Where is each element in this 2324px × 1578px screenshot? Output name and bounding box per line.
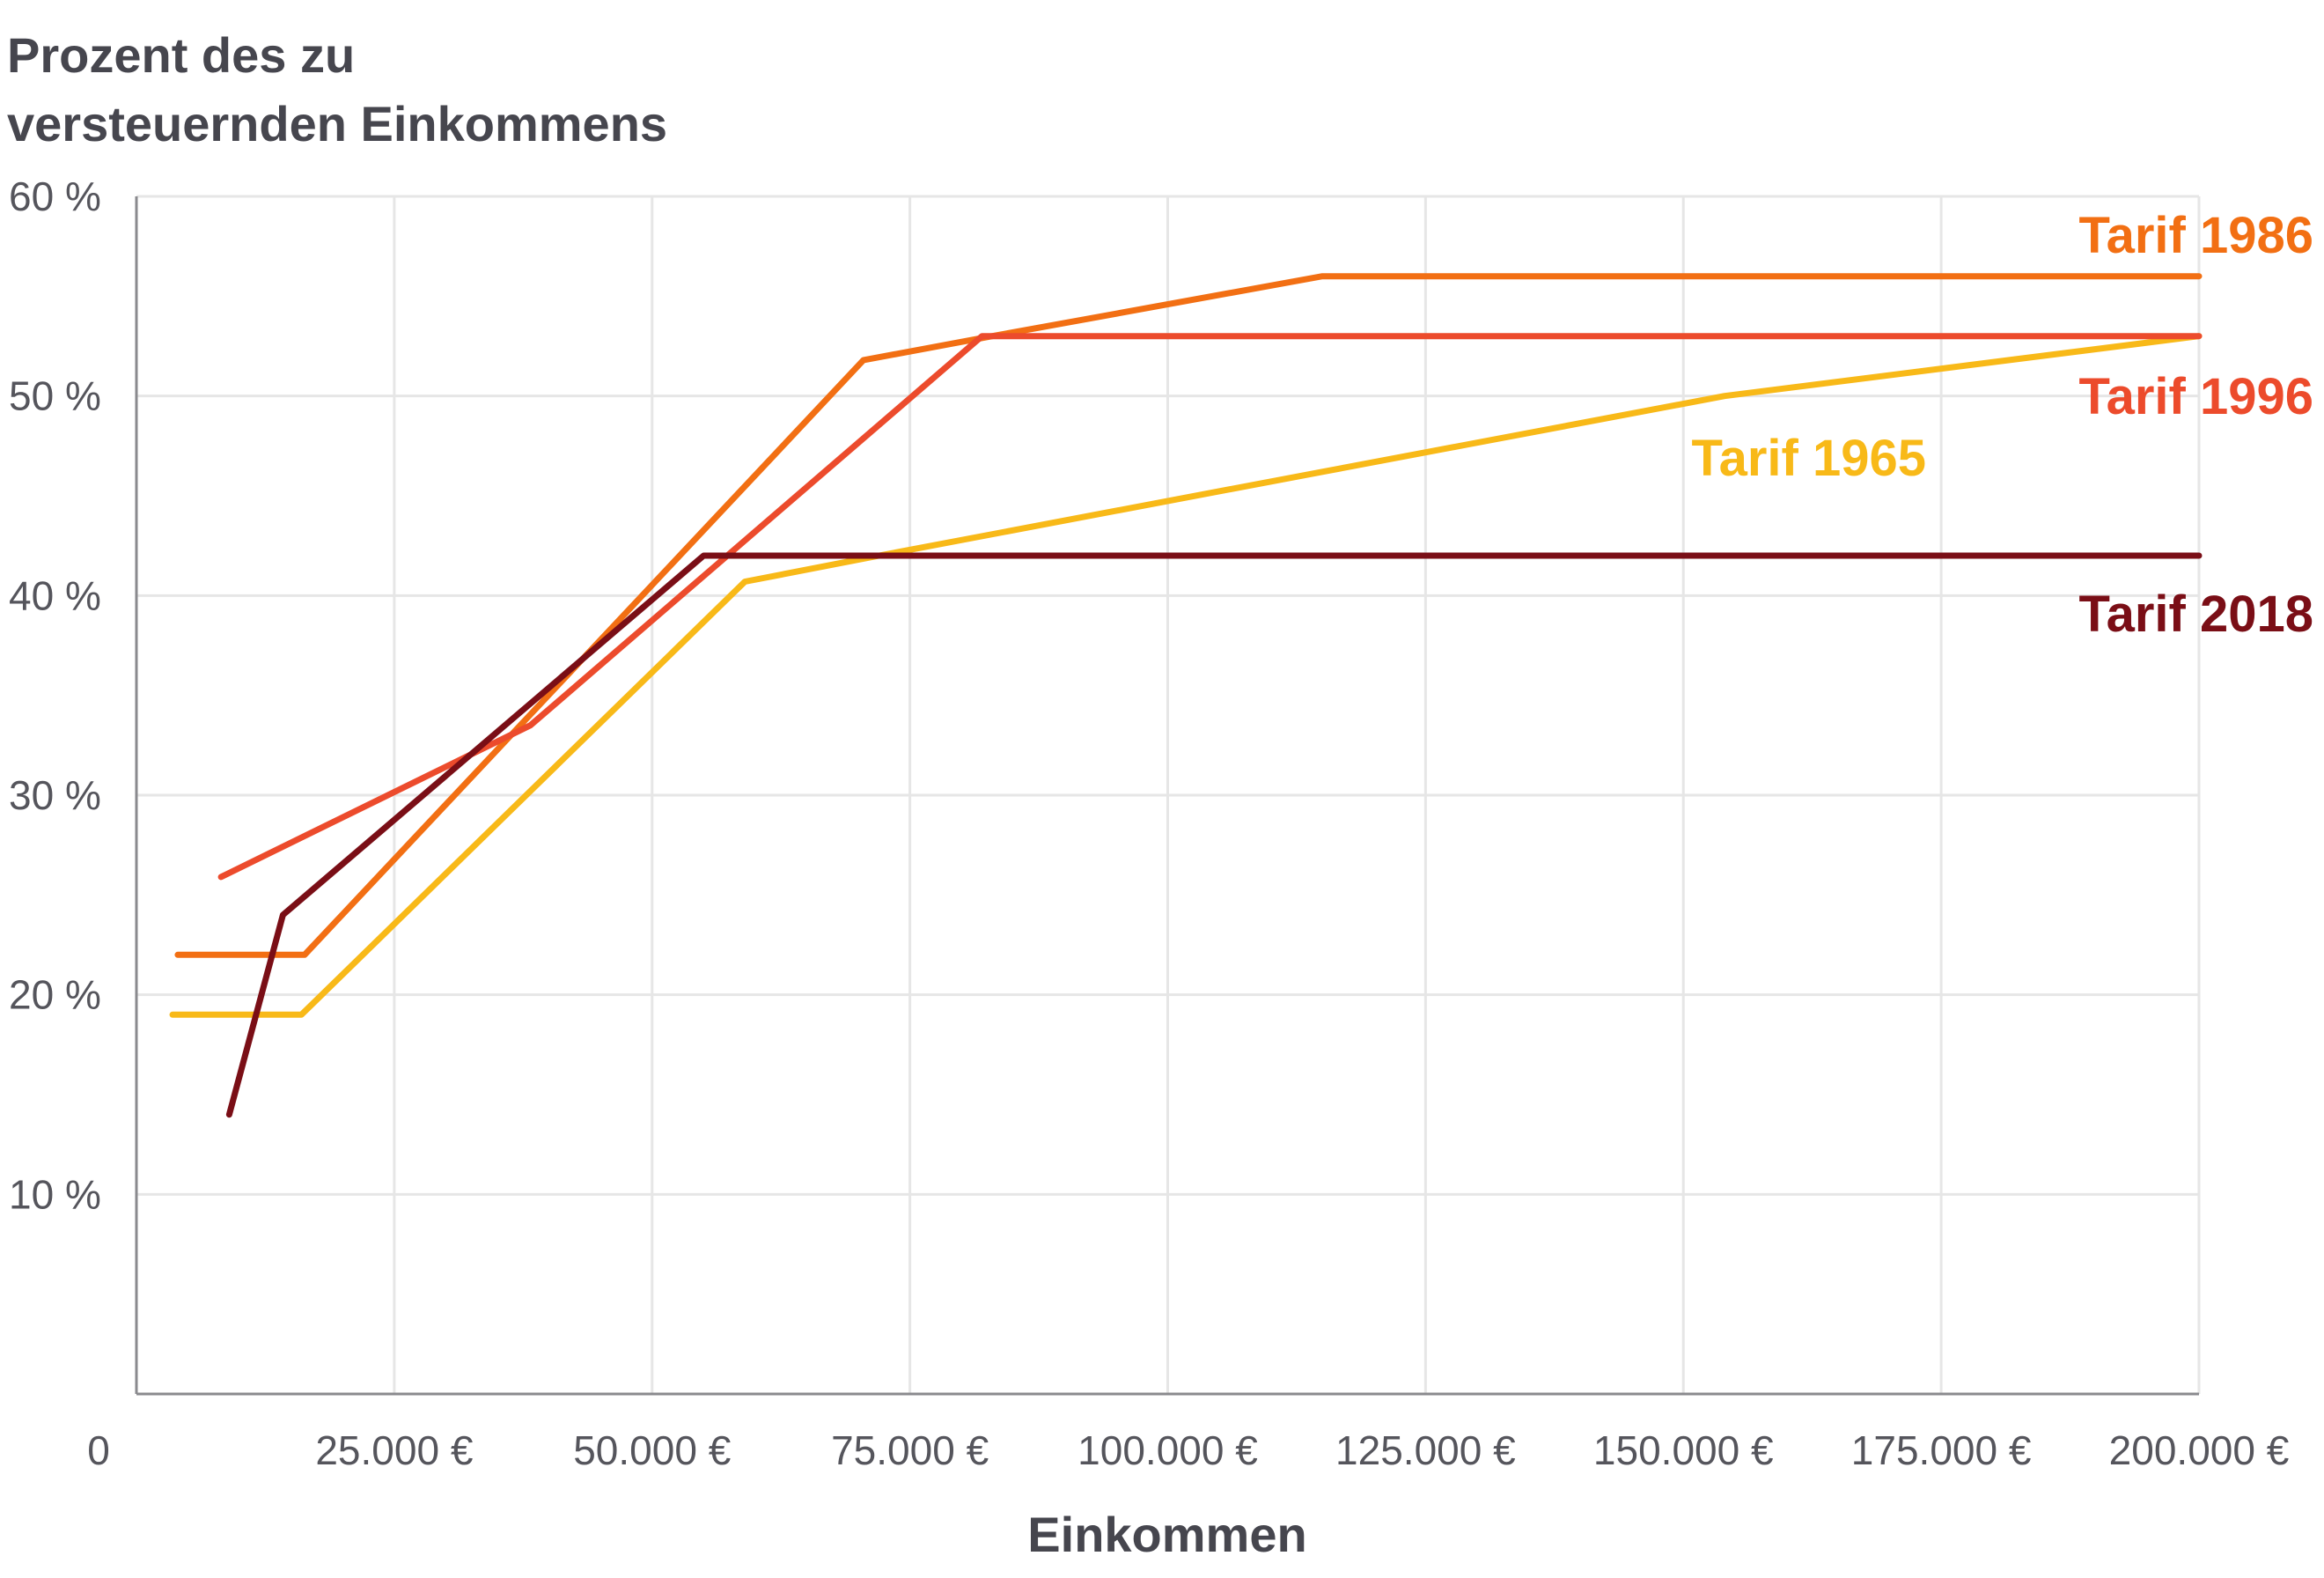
y-tick-label: 20 % — [9, 972, 101, 1018]
x-tick-label: 75.000 € — [831, 1427, 989, 1473]
y-axis-title-line-1: Prozent des zu — [7, 27, 355, 83]
series-label: Tarif 1996 — [2078, 368, 2313, 425]
x-tick-label: 200.000 € — [2109, 1427, 2290, 1473]
y-tick-label: 10 % — [9, 1171, 101, 1217]
series-label: Tarif 1965 — [1691, 430, 1926, 487]
series-line — [217, 333, 2203, 881]
x-axis-title: Einkommen — [1027, 1507, 1306, 1562]
x-tick-label: 0 — [87, 1427, 110, 1473]
series-label: Tarif 1986 — [2078, 207, 2313, 264]
x-tick-label: 150.000 € — [1593, 1427, 1774, 1473]
x-tick-label: 125.000 € — [1335, 1427, 1516, 1473]
series-labels: Tarif 1986 Tarif 1996 Tarif 1965 Tarif 2018 — [1691, 207, 2313, 643]
grid — [136, 195, 2201, 1394]
y-tick-label: 40 % — [9, 572, 101, 618]
y-tick-label: 60 % — [9, 173, 101, 219]
y-axis-title-line-2: versteuernden Einkommens — [7, 96, 667, 151]
series-line — [174, 273, 2203, 958]
x-tick-labels: 0 25.000 € 50.000 € 75.000 € 100.000 € 125.00… — [87, 1427, 2289, 1473]
series-lines — [169, 273, 2203, 1118]
y-tick-labels: 10 % 20 % 30 % 40 % 50 % 60 % — [9, 173, 101, 1217]
x-tick-label: 175.000 € — [1851, 1427, 2032, 1473]
x-tick-label: 100.000 € — [1077, 1427, 1258, 1473]
series-label: Tarif 2018 — [2078, 586, 2313, 643]
x-tick-label: 50.000 € — [573, 1427, 731, 1473]
x-tick-label: 25.000 € — [315, 1427, 473, 1473]
series-line — [225, 552, 2203, 1118]
axes — [135, 196, 2199, 1396]
y-tick-label: 30 % — [9, 772, 101, 818]
y-tick-label: 50 % — [9, 373, 101, 419]
